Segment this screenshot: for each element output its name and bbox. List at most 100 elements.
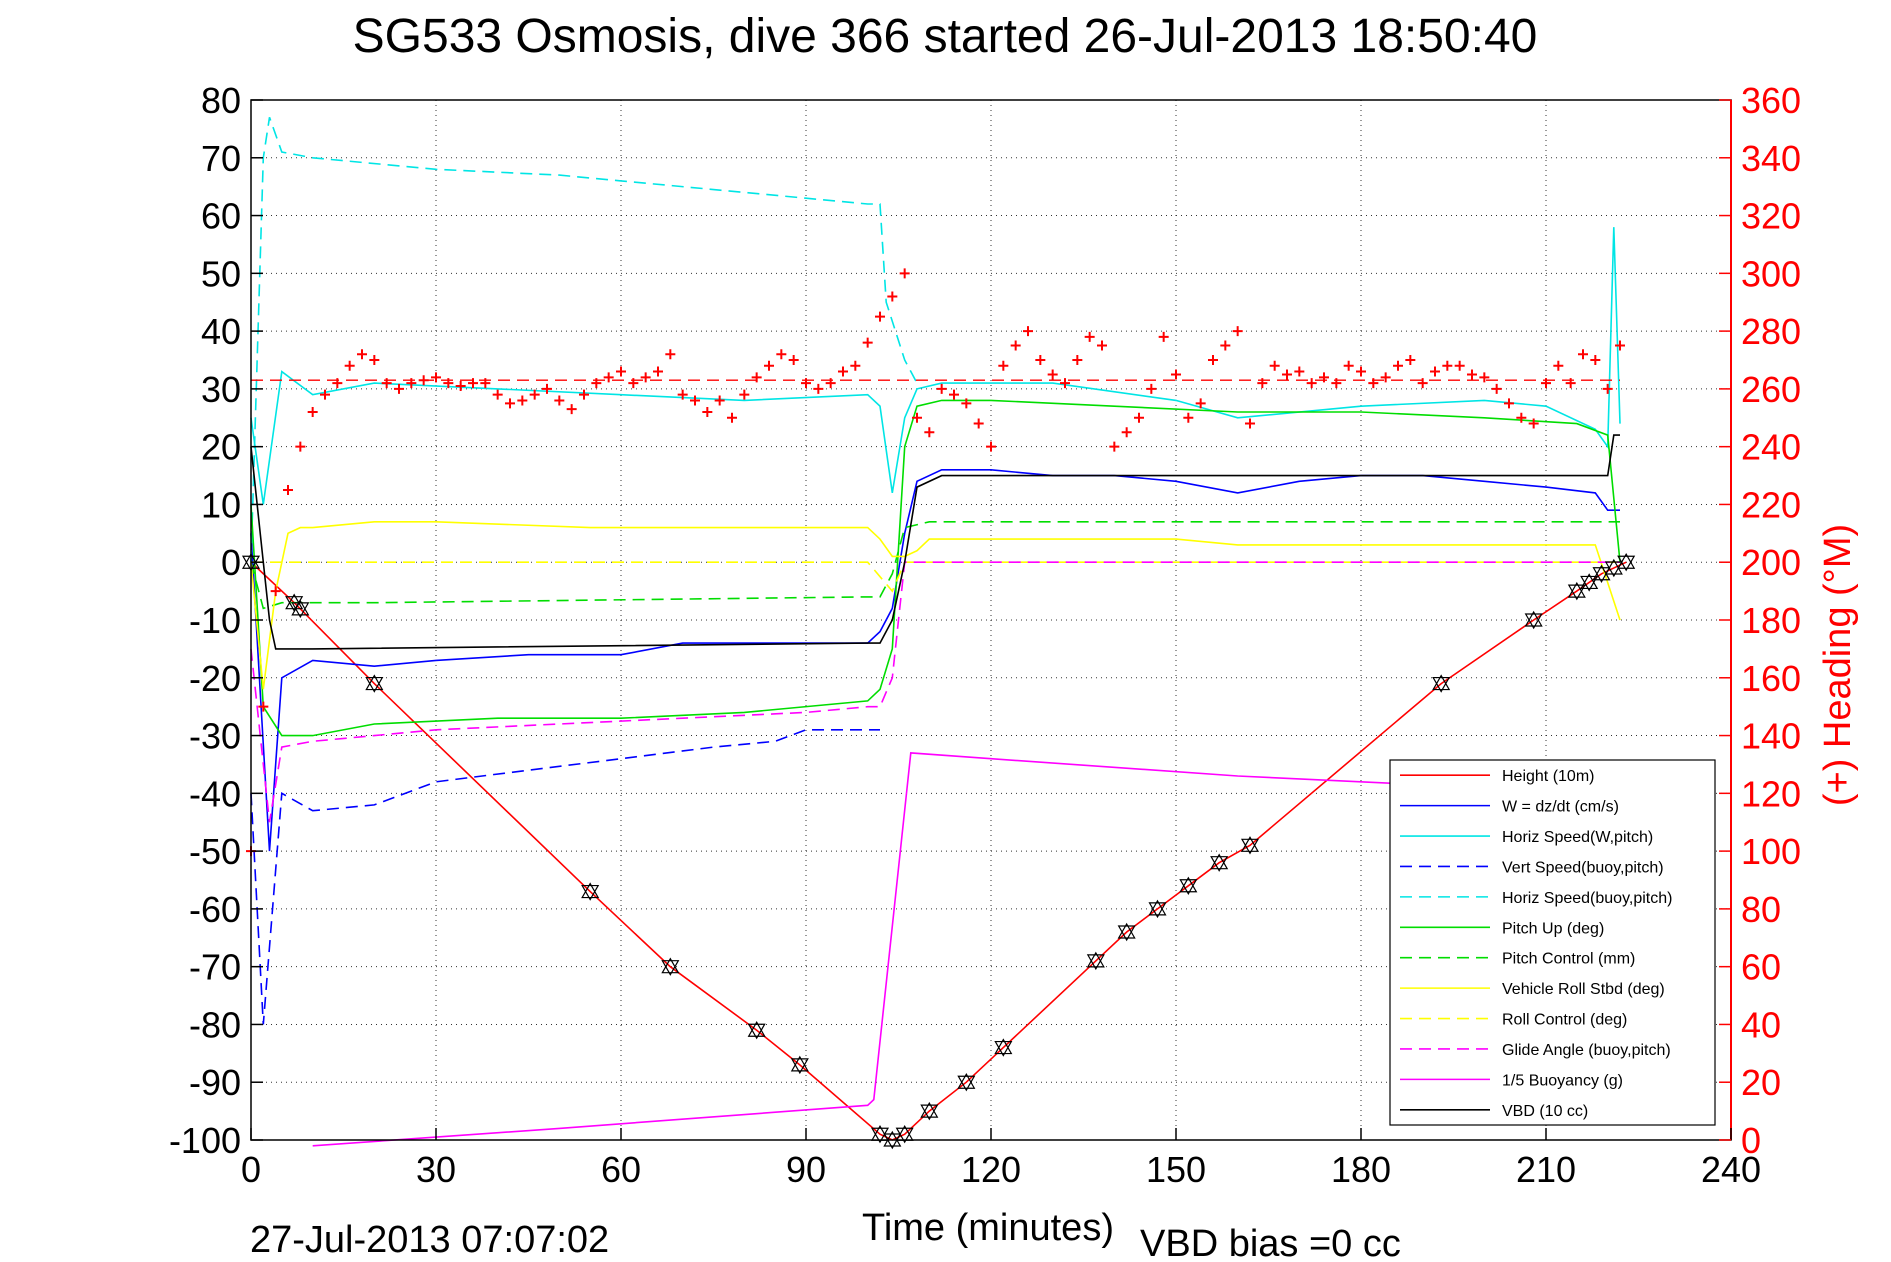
heading-marker (455, 381, 466, 391)
y-left-tick-label: 30 (201, 369, 241, 410)
y-left-tick-label: -80 (189, 1004, 241, 1045)
x-tick-label: 150 (1146, 1149, 1206, 1190)
height-marker (957, 1073, 976, 1092)
heading-marker (1430, 366, 1440, 377)
heading-marker (813, 383, 824, 394)
heading-marker (1405, 355, 1416, 365)
heading-marker (431, 372, 441, 383)
y-right-tick-label: 260 (1741, 369, 1801, 410)
heading-marker (517, 395, 528, 406)
y-left-tick-label: -40 (189, 773, 241, 814)
legend-entry-label: Height (10m) (1502, 768, 1594, 785)
heading-marker (307, 407, 318, 417)
height-marker (1567, 581, 1586, 601)
y-left-tick-label: -60 (189, 889, 241, 930)
x-tick-label: 120 (961, 1149, 1021, 1190)
heading-marker (628, 378, 639, 389)
heading-marker (640, 372, 651, 383)
y-right-tick-label: 340 (1741, 138, 1801, 179)
legend-entry-label: Glide Angle (buoy,pitch) (1502, 1042, 1671, 1059)
x-tick-label: 210 (1516, 1149, 1576, 1190)
y-left-tick-label: -70 (189, 947, 241, 988)
legend-entry-label: W = dz/dt (cm/s) (1502, 799, 1619, 816)
height-marker (747, 1021, 766, 1040)
legend-box (1389, 759, 1716, 1126)
series-line-12 (250, 434, 1620, 650)
heading-marker (1047, 369, 1058, 380)
footer-note: VBD bias =0 cc (1140, 1223, 1401, 1262)
heading-marker (1294, 366, 1305, 377)
y-left-tick-label: 70 (201, 138, 241, 179)
heading-marker (320, 389, 330, 400)
heading-marker (1146, 383, 1157, 394)
height-marker (1148, 899, 1167, 919)
heading-marker (1504, 398, 1514, 409)
heading-marker (616, 366, 626, 377)
series-line-2 (250, 468, 1620, 852)
legend-entry-label: Horiz Speed(W,pitch) (1502, 829, 1653, 846)
heading-marker (862, 337, 873, 348)
y-left-tick-label: 60 (201, 196, 241, 237)
y-right-tick-label: 100 (1741, 831, 1801, 872)
series-line-1 (250, 561, 1627, 1141)
y-right-tick-label: 40 (1741, 1004, 1781, 1045)
height-marker (920, 1101, 939, 1121)
heading-marker (690, 395, 700, 406)
heading-marker (1010, 340, 1021, 351)
heading-marker (1158, 331, 1169, 342)
height-marker (1617, 553, 1636, 572)
height-marker (1432, 674, 1451, 693)
heading-marker (825, 378, 836, 389)
heading-marker (887, 291, 898, 302)
heading-marker (1282, 369, 1292, 380)
series-line-4 (250, 728, 880, 1025)
y-right-tick-label: 20 (1741, 1062, 1781, 1103)
legend: Height (10m) W = dz/dt (cm/s) Horiz Speed(… (1389, 759, 1716, 1126)
heading-marker (1528, 418, 1539, 429)
y-right-tick-label: 320 (1741, 196, 1801, 237)
x-tick-label: 90 (786, 1149, 826, 1190)
height-marker (1240, 836, 1260, 855)
heading-marker (727, 412, 737, 423)
y-left-tick-label: -30 (189, 716, 241, 757)
heading-marker (1220, 340, 1231, 351)
y-left-tick-label: 10 (201, 484, 241, 525)
heading-marker (1553, 360, 1564, 371)
heading-marker (1245, 418, 1255, 429)
heading-marker (566, 404, 577, 415)
heading-marker (961, 398, 972, 409)
heading-marker (1343, 360, 1354, 371)
heading-marker (776, 349, 787, 360)
heading-marker (653, 366, 663, 377)
heading-marker (764, 360, 774, 371)
x-tick-label: 240 (1701, 1149, 1761, 1190)
heading-marker (1084, 331, 1095, 342)
heading-marker (505, 398, 515, 409)
heading-marker (1615, 340, 1625, 351)
y-right-tick-label: 0 (1741, 1120, 1761, 1161)
heading-marker (1171, 369, 1181, 380)
legend-entry-label: Vehicle Roll Stbd (deg) (1502, 981, 1665, 998)
y-right-tick-label: 360 (1741, 80, 1801, 121)
legend-entry-label: Horiz Speed(buoy,pitch) (1502, 890, 1672, 907)
height-marker (1210, 853, 1229, 872)
heading-marker (1183, 412, 1194, 423)
heading-marker (468, 378, 478, 389)
plot-area: 0 30 60 90 120 150 180 210 240-100-90-80-70-60-5… (169, 80, 1801, 1190)
heading-marker (850, 360, 861, 371)
series-line-9 (251, 561, 1620, 593)
heading-marker (751, 372, 762, 383)
heading-marker (480, 378, 491, 389)
x-tick-label: 60 (601, 1149, 641, 1190)
heading-marker (1097, 340, 1107, 351)
y-right-tick-label: 140 (1741, 716, 1801, 757)
series-line-8 (250, 520, 1621, 690)
heading-marker (1035, 355, 1046, 365)
heading-marker (838, 366, 848, 377)
y-right-tick-label: 200 (1741, 542, 1801, 583)
heading-marker (1232, 326, 1243, 337)
legend-entry-label: Roll Control (deg) (1502, 1012, 1627, 1029)
heading-marker (394, 383, 404, 394)
heading-marker (591, 378, 602, 389)
heading-marker (579, 389, 589, 400)
